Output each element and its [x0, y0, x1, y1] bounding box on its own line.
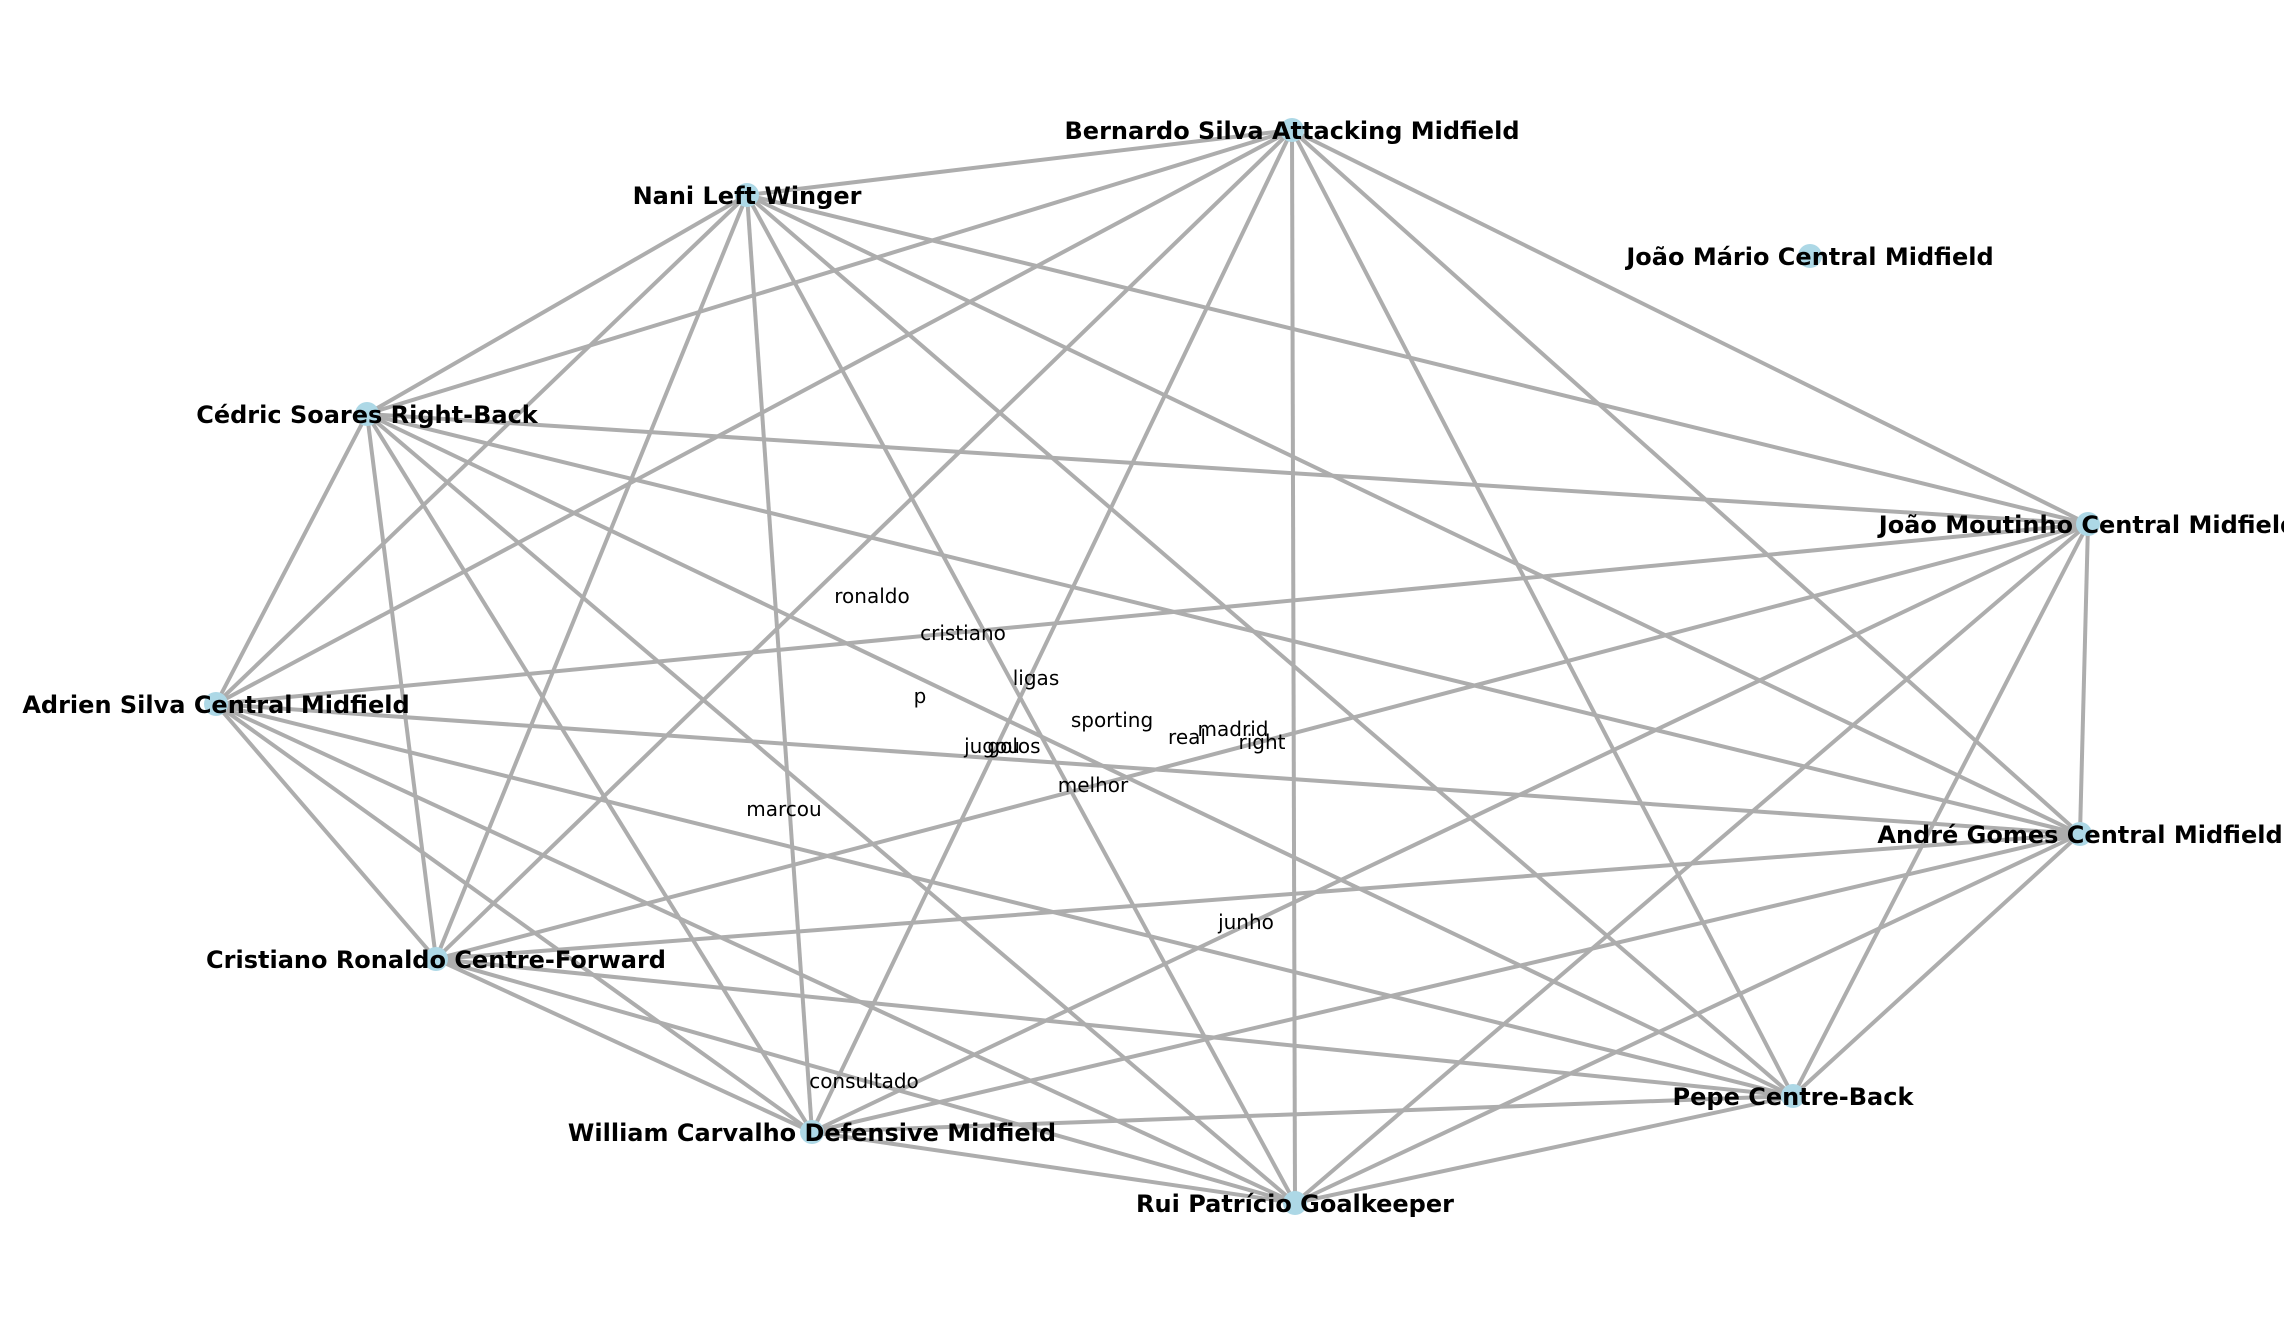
node-label-rui: Rui Patrício Goalkeeper: [1136, 1190, 1454, 1218]
node-marker-adrien: [204, 692, 228, 716]
edge-bernardo-andre: [1290, 128, 2082, 836]
node-label-adrien: Adrien Silva Central Midfield: [22, 691, 409, 719]
node-cedric: Cédric Soares Right-Back: [196, 401, 539, 429]
node-marker-cedric: [355, 402, 379, 426]
edge-adrien-andre: [215, 702, 2081, 836]
edge-ronaldo-pepe: [435, 957, 1794, 1098]
edge-label-jugou: jugou: [963, 734, 1020, 758]
edge-adrien-pepe: [215, 702, 1794, 1098]
edge-nani-bernardo: [746, 128, 1293, 197]
edge-pepe-moutinho: [1791, 523, 2090, 1097]
edge-label-right: right: [1239, 730, 1286, 754]
edge-andre-moutinho: [2078, 523, 2090, 835]
node-bernardo: Bernardo Silva Attacking Midfield: [1065, 117, 1520, 145]
edge-william-pepe: [811, 1094, 1794, 1134]
edge-ronaldo-rui: [435, 957, 1296, 1205]
nodes-layer: Bernardo Silva Attacking Midfield Nani L…: [22, 117, 2284, 1218]
edge-bernardo-moutinho: [1291, 128, 2089, 526]
edge-label-real: real: [1168, 725, 1206, 749]
edge-nani-moutinho: [746, 193, 2089, 526]
node-adrien: Adrien Silva Central Midfield: [22, 691, 409, 719]
edge-label-marcou: marcou: [746, 797, 821, 821]
node-pepe: Pepe Centre-Back: [1673, 1083, 1915, 1111]
node-william: William Carvalho Defensive Midfield: [568, 1119, 1056, 1147]
node-nani: Nani Left Winger: [633, 182, 862, 210]
edge-label-ronaldo: ronaldo: [834, 584, 909, 608]
node-label-pepe: Pepe Centre-Back: [1673, 1083, 1915, 1111]
edge-labels-layer: ronaldo cristiano ligas p sporting madri…: [746, 584, 1285, 1093]
edge-adrien-ronaldo: [214, 702, 438, 961]
edge-nani-pepe: [745, 193, 1795, 1098]
edge-bernardo-pepe: [1290, 129, 1795, 1097]
edge-label-p: p: [914, 684, 927, 708]
node-andre: André Gomes Central Midfield: [1877, 821, 2282, 849]
node-marker-william: [800, 1120, 824, 1144]
edge-cedric-pepe: [366, 412, 1794, 1098]
edge-cedric-adrien: [214, 413, 369, 705]
edge-ronaldo-moutinho: [435, 522, 2089, 961]
edge-label-ligas: ligas: [1013, 666, 1059, 690]
edge-label-madrid: madrid: [1198, 717, 1269, 741]
edge-cedric-moutinho: [366, 412, 2089, 526]
edge-nani-cedric: [366, 193, 748, 416]
node-label-andre: André Gomes Central Midfield: [1877, 821, 2282, 849]
node-marker-pepe: [1781, 1084, 1805, 1108]
node-moutinho: João Moutinho Central Midfield: [1877, 511, 2284, 539]
node-label-bernardo: Bernardo Silva Attacking Midfield: [1065, 117, 1520, 145]
node-marker-bernardo: [1280, 118, 1304, 142]
edge-cedric-william: [365, 412, 814, 1134]
node-rui: Rui Patrício Goalkeeper: [1136, 1190, 1454, 1218]
node-joao-mario: João Mário Central Midfield: [1624, 243, 1993, 271]
node-marker-moutinho: [2076, 512, 2100, 536]
edge-bernardo-ronaldo: [434, 128, 1294, 961]
edge-william-rui: [811, 1130, 1296, 1205]
node-label-ronaldo: Cristiano Ronaldo Centre-Forward: [206, 946, 666, 974]
edge-label-golos: golos: [987, 734, 1040, 758]
edge-cedric-rui: [365, 412, 1297, 1205]
edge-bernardo-adrien: [215, 128, 1293, 706]
edges-layer: [214, 128, 2090, 1205]
edge-nani-adrien: [214, 193, 749, 706]
edge-pepe-andre: [1791, 832, 2082, 1098]
edge-william-moutinho: [811, 522, 2089, 1134]
edge-label-cristiano: cristiano: [920, 621, 1006, 645]
edge-rui-moutinho: [1293, 522, 2090, 1205]
node-label-nani: Nani Left Winger: [633, 182, 862, 210]
edge-ronaldo-andre: [435, 832, 2081, 961]
edge-adrien-william: [214, 702, 814, 1134]
node-ronaldo: Cristiano Ronaldo Centre-Forward: [206, 946, 666, 974]
edge-william-andre: [811, 832, 2081, 1134]
edge-bernardo-william: [810, 129, 1294, 1133]
node-label-moutinho: João Moutinho Central Midfield: [1877, 511, 2284, 539]
edge-label-melhor: melhor: [1058, 773, 1129, 797]
node-label-cedric: Cédric Soares Right-Back: [196, 401, 539, 429]
node-marker-andre: [2068, 822, 2092, 846]
node-marker-ronaldo: [424, 947, 448, 971]
node-marker-joao-mario: [1798, 244, 1822, 268]
node-marker-nani: [735, 183, 759, 207]
node-label-joao-mario: João Mário Central Midfield: [1624, 243, 1993, 271]
edge-bernardo-rui: [1290, 129, 1297, 1204]
edge-bernardo-cedric: [366, 128, 1293, 416]
edge-ronaldo-william: [435, 957, 813, 1134]
edge-rui-pepe: [1294, 1094, 1794, 1205]
edge-label-consultado: consultado: [809, 1069, 919, 1093]
node-marker-rui: [1283, 1191, 1307, 1215]
edge-cedric-andre: [366, 412, 2081, 836]
edge-label-sporting: sporting: [1071, 708, 1153, 732]
edge-rui-andre: [1294, 832, 2081, 1205]
node-label-william: William Carvalho Defensive Midfield: [568, 1119, 1056, 1147]
edge-adrien-moutinho: [215, 522, 2089, 706]
edge-label-junho: junho: [1217, 910, 1274, 934]
